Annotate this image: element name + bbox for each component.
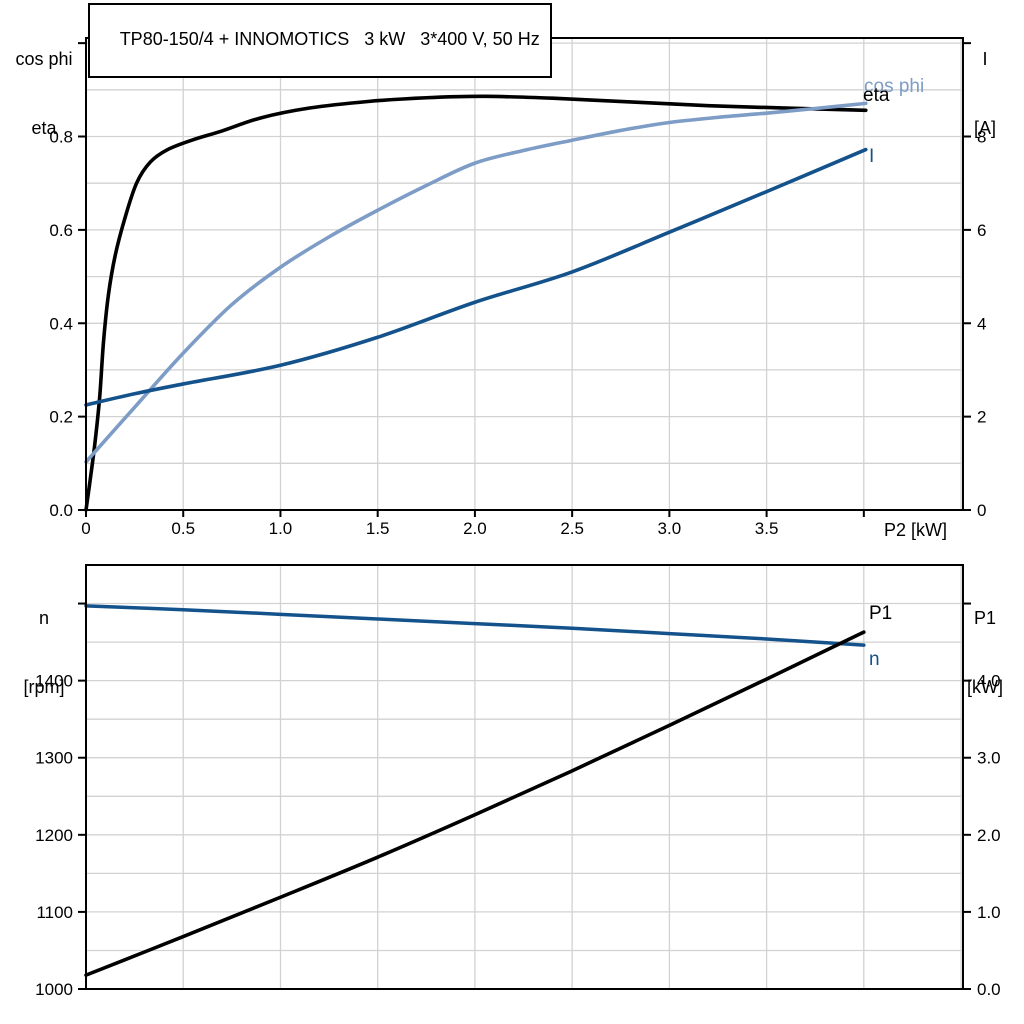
tick-label-x: 2.5 — [560, 519, 584, 538]
tick-label-x: 0.5 — [171, 519, 195, 538]
tick-label-right: 2 — [977, 408, 986, 427]
x-axis-title-p2: P2 [kW] — [884, 520, 948, 540]
tick-label-left: 0.2 — [49, 408, 73, 427]
curve-label-p1: P1 — [869, 603, 893, 624]
tick-label-x: 3.0 — [658, 519, 682, 538]
series-eta — [84, 94, 868, 512]
tick-label-left: 0.4 — [49, 314, 73, 333]
plot-frame — [85, 564, 964, 990]
y-axis-title-top-left: cos phi eta — [4, 2, 84, 186]
tick-label-x: 0 — [81, 519, 90, 538]
chart-title: TP80-150/4 + INNOMOTICS 3 kW 3*400 V, 50… — [119, 29, 540, 49]
curve-label-cos-phi: cos phi — [864, 76, 925, 97]
tick-label-left: 1200 — [35, 826, 73, 845]
tick-label-left: 1300 — [35, 749, 73, 768]
series-n — [84, 604, 866, 647]
y-axis-title-current: I — [982, 49, 988, 69]
series-cos-phi — [84, 101, 868, 464]
tick-label-right: 0 — [977, 501, 986, 520]
tick-label-x: 1.5 — [366, 519, 390, 538]
tick-label-right: 1.0 — [977, 903, 1001, 922]
tick-label-left: 1100 — [36, 903, 73, 922]
tick-label-right: 3.0 — [977, 749, 1001, 768]
tick-label-x: 3.5 — [755, 519, 779, 538]
y-axis-title-speed: n — [38, 608, 49, 628]
tick-label-left: 1400 — [35, 672, 73, 691]
tick-label-left: 1000 — [35, 980, 73, 999]
tick-label-left: 0.0 — [49, 501, 73, 520]
tick-label-right: 0.0 — [977, 980, 1001, 999]
chart-title-box: TP80-150/4 + INNOMOTICS 3 kW 3*400 V, 50… — [88, 3, 552, 78]
tick-label-right: 2.0 — [977, 826, 1001, 845]
series-P1 — [84, 630, 866, 977]
y-axis-title-cosphi: cos phi — [15, 49, 73, 69]
tick-label-left: 0.6 — [49, 221, 73, 240]
y-axis-title-bottom-right: P1 [kW] — [952, 561, 1018, 745]
tick-label-x: 2.0 — [463, 519, 487, 538]
y-axis-title-speed-unit: [rpm] — [23, 677, 65, 697]
y-axis-title-current-unit: [A] — [973, 118, 996, 138]
y-axis-title-p1-unit: [kW] — [967, 677, 1003, 697]
tick-label-right: 4 — [977, 314, 986, 333]
tick-label-right: 8 — [977, 128, 986, 147]
tick-label-x: 1.0 — [269, 519, 293, 538]
tick-label-left: 0.8 — [49, 128, 73, 147]
curve-label-eta: eta — [863, 85, 890, 106]
curve-label-n: n — [869, 649, 880, 670]
series-I — [84, 147, 868, 407]
y-axis-title-eta: eta — [31, 118, 57, 138]
tick-label-right: 4.0 — [977, 672, 1001, 691]
tick-label-right: 6 — [977, 221, 986, 240]
y-axis-title-bottom-left: n [rpm] — [4, 561, 84, 745]
y-axis-title-top-right: I [A] — [954, 2, 1016, 186]
y-axis-title-p1: P1 — [973, 608, 997, 628]
curve-label-current: I — [869, 146, 875, 167]
